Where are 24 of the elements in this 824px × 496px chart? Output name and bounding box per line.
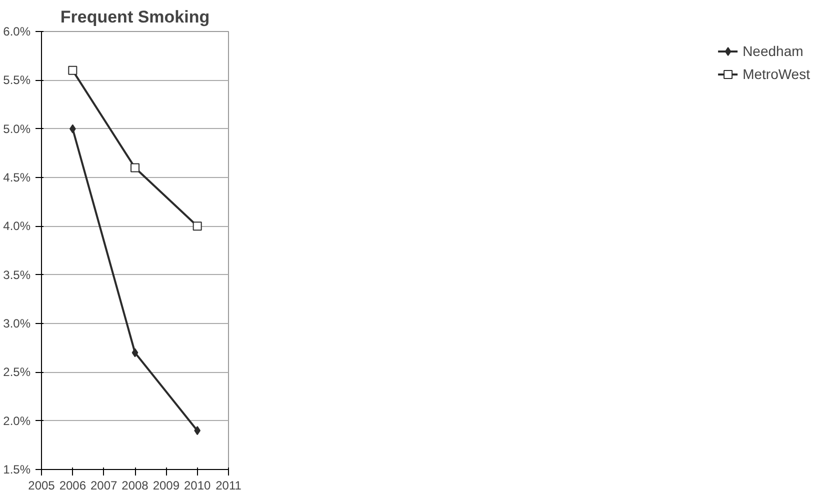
x-tick-label: 2011 — [216, 478, 242, 492]
y-tick-label: 4.0% — [3, 219, 31, 234]
x-tick-label: 2010 — [184, 478, 212, 492]
y-tick-label: 4.5% — [3, 170, 31, 184]
legend-label: MetroWest — [742, 66, 810, 82]
point — [192, 222, 202, 231]
y-tick-label: 6.0% — [3, 24, 31, 38]
y-tick-label: 5.5% — [3, 73, 31, 88]
x-tick-label: 2008 — [122, 478, 149, 492]
y-tick-label: 5.0% — [3, 122, 31, 136]
x-tick-label: 2009 — [152, 478, 180, 492]
y-tick-label: 2.0% — [3, 414, 31, 428]
point — [132, 348, 138, 358]
x-tick-label: 2007 — [90, 478, 118, 492]
y-tick-label: 3.0% — [3, 316, 31, 330]
x-tick-label: 2005 — [28, 478, 56, 492]
y-tick-label: 3.5% — [3, 268, 31, 282]
chart-title: Frequent Smoking — [60, 8, 210, 26]
point — [68, 66, 78, 75]
x-tick-label: 2006 — [59, 478, 86, 492]
y-tick-label: 1.5% — [3, 462, 31, 476]
legend-label: Needham — [742, 43, 804, 59]
y-tick-label: 2.5% — [3, 365, 31, 380]
point — [130, 163, 140, 172]
